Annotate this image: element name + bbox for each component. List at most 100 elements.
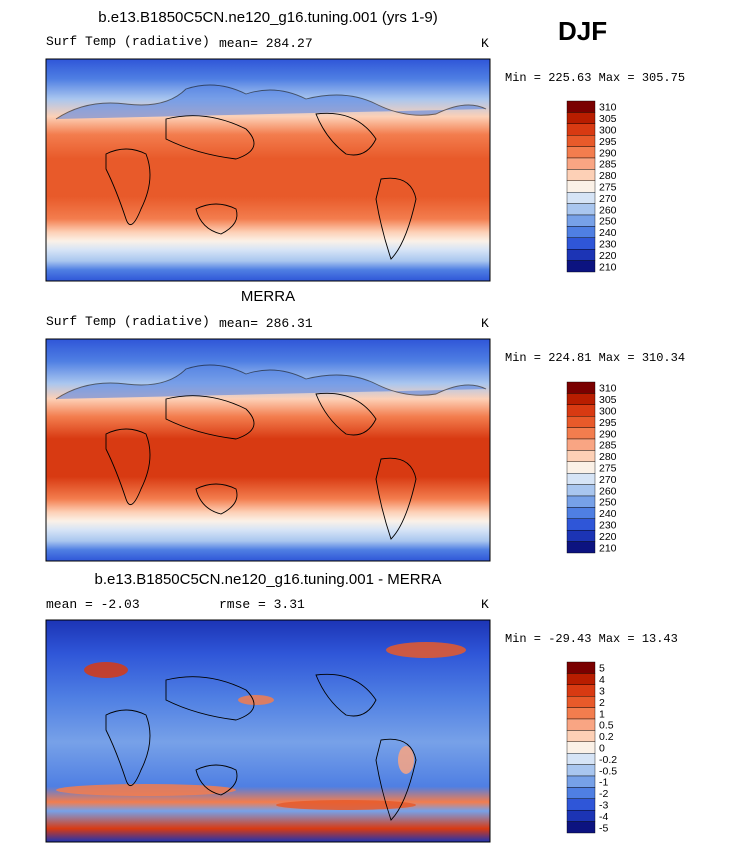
panel-2-minmax: Min = 224.81 Max = 310.34 xyxy=(505,351,686,365)
colorbar-swatch xyxy=(566,518,596,531)
colorbar-tick-label: -0.5 xyxy=(599,765,617,777)
panel-1-continents xyxy=(55,84,487,260)
colorbar-swatch xyxy=(566,237,596,250)
colorbar-swatch xyxy=(566,507,596,520)
colorbar-swatch xyxy=(566,100,596,113)
colorbar-swatch xyxy=(566,180,596,193)
colorbar-tick-label: 250 xyxy=(599,216,617,228)
colorbar-swatch xyxy=(566,416,596,428)
colorbar-swatch xyxy=(566,661,596,674)
panel-1-title: b.e13.B1850C5CN.ne120_g16.tuning.001 (yr… xyxy=(98,9,438,26)
colorbar-swatch xyxy=(566,541,596,554)
colorbar-swatch xyxy=(566,775,596,788)
panel-1-variable-label: Surf Temp (radiative) xyxy=(46,34,210,49)
colorbar-swatch xyxy=(566,718,596,731)
colorbar-swatch xyxy=(566,472,596,485)
season-label: DJF xyxy=(558,16,608,46)
colorbar-swatch xyxy=(566,787,596,800)
colorbar-swatch xyxy=(566,135,596,147)
colorbar-tick-label: 300 xyxy=(599,125,617,137)
colorbar-swatch xyxy=(566,798,596,811)
colorbar-tick-label: 295 xyxy=(599,417,617,429)
colorbar-tick-label: -1 xyxy=(599,777,608,789)
colorbar-swatch xyxy=(566,673,596,685)
panel-3-continents xyxy=(105,673,417,821)
colorbar-tick-label: 305 xyxy=(599,113,617,125)
colorbar-swatch xyxy=(566,123,596,136)
colorbar-tick-label: 290 xyxy=(599,428,617,440)
colorbar-swatch xyxy=(566,226,596,239)
colorbar-swatch xyxy=(566,404,596,417)
colorbar-swatch xyxy=(566,684,596,697)
colorbar-swatch xyxy=(566,191,596,204)
colorbar-swatch xyxy=(566,112,596,124)
colorbar-tick-label: 2 xyxy=(599,697,605,709)
colorbar-swatch xyxy=(566,438,596,451)
colorbar-swatch xyxy=(566,214,596,227)
colorbar-tick-label: 260 xyxy=(599,485,617,497)
colorbar-tick-label: 230 xyxy=(599,520,617,532)
panel-2-colorbar: 3103053002952902852802752702602502402302… xyxy=(566,381,617,554)
colorbar-tick-label: 0 xyxy=(599,743,605,755)
colorbar-tick-label: 210 xyxy=(599,261,617,273)
colorbar-tick-label: 285 xyxy=(599,440,617,452)
colorbar-tick-label: 1 xyxy=(599,708,605,720)
colorbar-swatch xyxy=(566,821,596,834)
panel-3-minmax: Min = -29.43 Max = 13.43 xyxy=(505,632,678,646)
colorbar-tick-label: 275 xyxy=(599,182,617,194)
colorbar-swatch xyxy=(566,169,596,182)
colorbar-swatch xyxy=(566,450,596,463)
colorbar-swatch xyxy=(566,146,596,159)
colorbar-swatch xyxy=(566,764,596,777)
colorbar-tick-label: 0.5 xyxy=(599,720,614,732)
panel-3-anomalies xyxy=(56,642,466,810)
colorbar-swatch xyxy=(566,248,596,261)
colorbar-tick-label: 280 xyxy=(599,451,617,463)
colorbar-tick-label: -0.2 xyxy=(599,754,617,766)
colorbar-tick-label: 5 xyxy=(599,663,605,675)
panel-2-mean-label: mean= 286.31 xyxy=(219,316,313,331)
colorbar-swatch xyxy=(566,529,596,542)
colorbar-tick-label: 4 xyxy=(599,674,605,686)
colorbar-tick-label: 230 xyxy=(599,239,617,251)
panel-1-unit: K xyxy=(481,36,489,51)
colorbar-swatch xyxy=(566,427,596,440)
colorbar-swatch xyxy=(566,484,596,497)
colorbar-swatch xyxy=(566,696,596,708)
colorbar-swatch xyxy=(566,260,596,273)
panel-1-map xyxy=(45,58,491,282)
colorbar-swatch xyxy=(566,707,596,720)
colorbar-tick-label: 240 xyxy=(599,227,617,239)
colorbar-tick-label: 280 xyxy=(599,170,617,182)
colorbar-tick-label: -3 xyxy=(599,800,608,812)
colorbar-swatch xyxy=(566,752,596,765)
panel-3-title: b.e13.B1850C5CN.ne120_g16.tuning.001 - M… xyxy=(94,571,442,588)
colorbar-swatch xyxy=(566,461,596,474)
colorbar-tick-label: 210 xyxy=(599,542,617,554)
panel-3-unit: K xyxy=(481,597,489,612)
panel-2-unit: K xyxy=(481,316,489,331)
colorbar-swatch xyxy=(566,730,596,743)
panel-2-title: MERRA xyxy=(240,288,296,305)
colorbar-tick-label: -4 xyxy=(599,811,608,823)
colorbar-tick-label: 300 xyxy=(599,406,617,418)
panel-2-map xyxy=(45,338,491,562)
colorbar-tick-label: 220 xyxy=(599,531,617,543)
panel-1-minmax: Min = 225.63 Max = 305.75 xyxy=(505,71,686,85)
colorbar-tick-label: 3 xyxy=(599,686,605,698)
colorbar-tick-label: 270 xyxy=(599,474,617,486)
panel-2-continents xyxy=(55,364,487,540)
panel-3-mean-label: mean = -2.03 xyxy=(46,597,140,612)
colorbar-swatch xyxy=(566,741,596,754)
colorbar-tick-label: 275 xyxy=(599,463,617,475)
colorbar-swatch xyxy=(566,495,596,508)
panel-1-colorbar: 3103053002952902852802752702602502402302… xyxy=(566,100,617,273)
colorbar-tick-label: 260 xyxy=(599,204,617,216)
colorbar-tick-label: -2 xyxy=(599,788,608,800)
colorbar-swatch xyxy=(566,157,596,170)
colorbar-tick-label: 305 xyxy=(599,394,617,406)
panel-3-rmse-label: rmse = 3.31 xyxy=(219,597,305,612)
colorbar-tick-label: 250 xyxy=(599,497,617,509)
colorbar-tick-label: 310 xyxy=(599,102,617,114)
